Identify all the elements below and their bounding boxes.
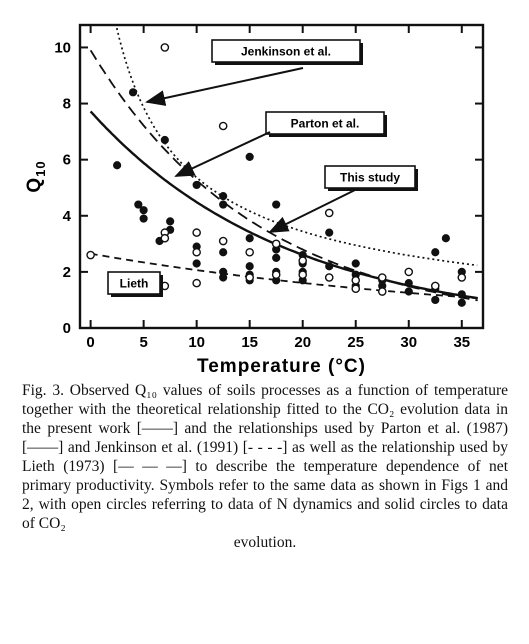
open-circle-point [160,43,170,52]
fitted-curves [89,25,478,302]
open-circle-point [160,233,170,243]
solid-circle-point [113,161,122,170]
caption-text: Fig. 3. Observed Q₁₀ values of soils pro… [22,382,508,532]
annotation-box [265,111,385,135]
solid-circle-point [351,259,360,268]
solid-circle-point [457,298,466,307]
chart-svg: 0 5 10 15 20 25 30 35 0 2 4 6 8 10 Temperature (°C) Q10… [24,23,485,377]
annotation-arrow [145,67,304,106]
x-axis-title: Temperature (°C) [197,356,366,377]
solid-circle-point [245,262,254,271]
open-circle-point [245,247,254,257]
y-tick-label: 8 [63,96,71,113]
open-circle-point [324,273,334,282]
y-tick-label: 10 [54,39,71,56]
curve-this-study [89,110,478,300]
annotation-box [324,165,416,189]
solid-circle-point [245,234,254,243]
solid-circle-point [441,234,450,243]
solid-circle-point [404,279,413,288]
annotation-arrow [268,189,356,233]
open-circle-point [351,284,361,294]
plot-frame [78,23,485,330]
solid-circle-point [325,228,334,237]
x-tick-label: 5 [139,334,147,351]
open-circle-point [86,250,95,260]
annotation-label-parton: Parton et al. [291,117,360,131]
x-tick-label: 10 [188,334,205,351]
curve-parton-et-al [89,49,478,302]
y-tick-label: 6 [63,152,71,169]
open-circle-point [298,256,308,265]
solid-circle-point [166,217,175,226]
x-tick-label: 25 [347,334,364,351]
solid-circle-point [219,200,228,209]
solid-circle-point [431,248,440,257]
x-tick-label: 0 [86,334,94,351]
solid-circle-point [128,88,138,97]
y-axis-title-sub: 10 [33,160,48,176]
x-tick-label: 20 [294,334,311,351]
open-circle-point [404,267,414,277]
open-circle-point [271,270,281,279]
open-circle-point [457,273,467,282]
open-circle-point [218,121,228,131]
solid-circle-point [139,206,148,215]
y-tick-label: 0 [63,320,71,337]
x-tick-label: 15 [241,334,258,351]
annotation-arrow [174,131,271,177]
annotation-box [211,39,361,63]
solid-circle-point [404,287,413,296]
plot-axes: 0 5 10 15 20 25 30 35 0 2 4 6 8 10 Temperature (°C) Q10 [24,23,485,377]
solid-circle-point [192,180,201,190]
x-tick-label: 35 [453,334,470,351]
annotation-label-jenkinson: Jenkinson et al. [241,45,331,59]
curve-lieth [90,252,478,299]
solid-circle-point [219,192,228,201]
solid-circle-point [139,214,148,223]
open-circle-point [351,276,361,285]
q10-chart: 0 5 10 15 20 25 30 35 0 2 4 6 8 10 Temperature (°C) Q10… [24,23,485,377]
solid-circle-point [245,152,254,161]
solid-circle-point [219,273,228,282]
open-circle-point [324,208,334,218]
open-circle-point [192,247,201,257]
open-circle-point [192,228,201,237]
x-tick-label: 30 [400,334,417,351]
figure-caption: Fig. 3. Observed Q₁₀ values of soils pro… [22,381,508,552]
open-circle-point [377,287,387,296]
solid-circle-point [431,295,440,305]
solid-circle-point [160,135,169,145]
solid-circle-point [192,259,201,268]
open-circle-point [430,281,440,291]
annotation-label-this-study: This study [340,171,400,185]
solid-circle-point [134,200,143,209]
open-circle-point [271,239,281,249]
open-circle-point [377,273,387,282]
data-points [86,43,467,307]
annotation-label-lieth: Lieth [120,277,149,291]
curve-annotations: Jenkinson et al. Parton et al. This study L… [107,39,418,297]
y-axis-title: Q10 [24,160,48,192]
y-tick-label: 4 [63,208,72,225]
annotation-box [107,271,161,295]
open-circle-point [298,270,308,279]
solid-circle-point [272,253,281,262]
open-circle-point [245,273,254,282]
open-circle-point [192,278,201,288]
solid-circle-point [219,248,228,257]
solid-circle-point [272,200,281,209]
solid-circle-point [325,262,334,271]
curve-jenkinson-et-al [115,25,478,267]
caption-text-end: evolution. [233,534,297,551]
solid-circle-point [457,290,466,299]
open-circle-point [218,236,228,246]
y-tick-label: 2 [63,264,71,281]
